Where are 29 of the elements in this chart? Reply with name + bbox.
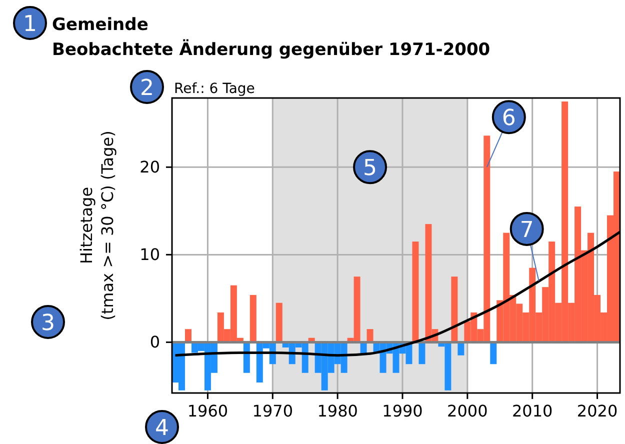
y-axis-title: Hitzetage (tmax >= 30 °C) (Tage): [77, 130, 117, 320]
bar: [412, 242, 419, 342]
annotation: 7: [520, 218, 534, 243]
y-tick-label: 0: [150, 332, 160, 352]
bar: [250, 294, 256, 342]
numbered-badge: 3: [31, 305, 65, 339]
numbered-badge: 4: [145, 410, 179, 444]
chart-title: Gemeinde Beobachtete Änderung gegenüber 1971-2000: [52, 15, 490, 60]
chart-subtitle: Ref.: 6 Tage: [174, 81, 255, 97]
bar: [418, 342, 426, 364]
annotation: 5: [363, 156, 378, 182]
x-tick-label: 2010: [512, 401, 553, 420]
annotation: 6: [502, 106, 516, 132]
numbered-badge: 5: [353, 150, 388, 184]
x-tick-label: 1970: [252, 401, 293, 420]
y-tick-label: 10: [140, 244, 160, 264]
bar: [276, 302, 282, 342]
bar: [490, 342, 497, 364]
numbered-badge: 7: [510, 212, 544, 282]
numbered-badge: 1: [13, 6, 47, 40]
x-tick-label: 1980: [317, 401, 358, 420]
bar: [451, 276, 458, 342]
x-tick-label: 2020: [576, 401, 618, 420]
x-tick-label: 1960: [187, 401, 228, 420]
numbered-badge: 2: [130, 70, 164, 104]
numbered-badge: 6: [486, 100, 526, 168]
y-tick-label: 20: [140, 157, 160, 176]
x-tick-label: 1990: [382, 401, 423, 420]
x-tick-label: 2000: [447, 401, 488, 420]
